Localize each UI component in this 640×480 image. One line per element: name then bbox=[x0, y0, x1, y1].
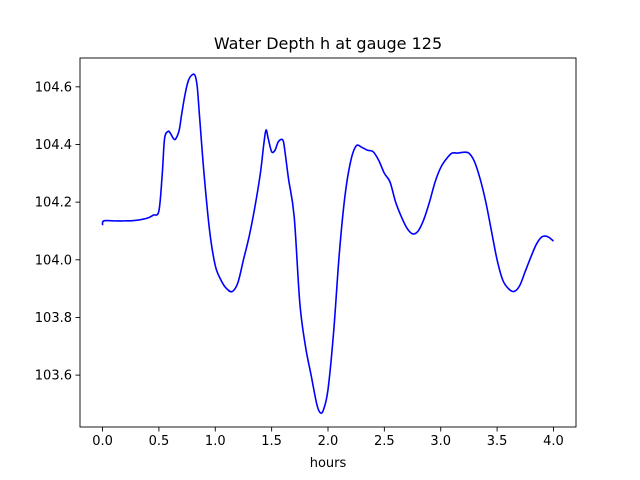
x-tick-label: 3.0 bbox=[430, 434, 451, 449]
x-tick-label: 0.0 bbox=[92, 434, 113, 449]
axes: 0.0 0.5 1.0 1.5 2.0 2.5 3.0 3.5 4.0 103.6 103.8 104… bbox=[35, 57, 577, 449]
x-tick-label: 2.5 bbox=[374, 434, 395, 449]
x-axis-label: hours bbox=[310, 456, 347, 471]
plot-area bbox=[101, 73, 554, 414]
x-tick-label: 2.0 bbox=[318, 434, 339, 449]
y-tick-label: 103.8 bbox=[35, 311, 72, 326]
y-tick-label: 103.6 bbox=[35, 369, 72, 384]
x-tick-label: 3.5 bbox=[487, 434, 508, 449]
x-tick-label: 1.0 bbox=[205, 434, 226, 449]
x-tick-label: 0.5 bbox=[149, 434, 170, 449]
y-tick-label: 104.4 bbox=[35, 138, 72, 153]
series-line-0 bbox=[101, 73, 554, 414]
y-tick-label: 104.6 bbox=[35, 80, 72, 95]
x-tick-label: 4.0 bbox=[543, 434, 564, 449]
y-tick-label: 104.0 bbox=[35, 253, 72, 268]
chart-title: Water Depth h at gauge 125 bbox=[214, 34, 442, 53]
x-tick-label: 1.5 bbox=[261, 434, 282, 449]
y-tick-label: 104.2 bbox=[35, 196, 72, 211]
